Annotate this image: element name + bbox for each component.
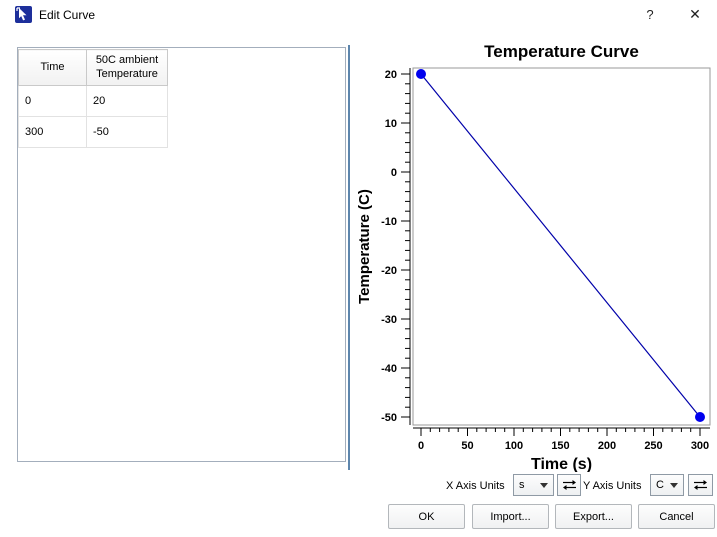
- ok-button[interactable]: OK: [388, 504, 465, 529]
- x-axis-units-value: s: [519, 479, 525, 491]
- y-axis-units-value: C: [656, 479, 664, 491]
- y-axis-swap-button[interactable]: [688, 474, 713, 496]
- curve-points-panel: Time 50C ambient Temperature 0 20 300 -5…: [17, 47, 346, 462]
- y-tick-label: 10: [385, 118, 397, 130]
- y-tick-label: -40: [381, 363, 397, 375]
- curve-line: [420, 73, 701, 418]
- y-tick-label: 20: [385, 69, 397, 81]
- x-axis-units-label: X Axis Units: [446, 480, 505, 492]
- column-header-temperature[interactable]: 50C ambient Temperature: [86, 49, 168, 86]
- data-point-1[interactable]: [695, 412, 705, 422]
- x-tick-label: 250: [644, 440, 662, 452]
- chevron-down-icon: [670, 482, 678, 488]
- curve-points-table: Time 50C ambient Temperature 0 20 300 -5…: [18, 49, 168, 148]
- y-axis-units-select[interactable]: C: [650, 474, 684, 496]
- y-tick-label: -50: [381, 412, 397, 424]
- x-tick-label: 300: [691, 440, 709, 452]
- cancel-button[interactable]: Cancel: [638, 504, 715, 529]
- x-axis-units-select[interactable]: s: [513, 474, 554, 496]
- window-title: Edit Curve: [39, 8, 96, 22]
- import-button[interactable]: Import...: [472, 504, 549, 529]
- close-button[interactable]: ✕: [689, 5, 701, 22]
- x-axis-label: Time (s): [531, 456, 592, 472]
- help-button[interactable]: ?: [646, 6, 654, 22]
- swap-arrows-icon: [694, 480, 707, 490]
- y-tick-label: 0: [391, 167, 397, 179]
- app-icon: [15, 6, 32, 23]
- y-axis-units-label: Y Axis Units: [583, 480, 642, 492]
- export-button[interactable]: Export...: [555, 504, 632, 529]
- x-tick-label: 150: [551, 440, 569, 452]
- y-tick-label: -30: [381, 314, 397, 326]
- table-row: 300 -50: [18, 116, 168, 148]
- y-axis-label: Temperature (C): [356, 189, 373, 304]
- chart-title: Temperature Curve: [484, 42, 639, 61]
- swap-arrows-icon: [562, 480, 576, 490]
- x-tick-label: 200: [598, 440, 616, 452]
- cell-temp-1[interactable]: -50: [86, 116, 168, 148]
- x-tick-label: 50: [461, 440, 473, 452]
- x-tick-label: 0: [418, 440, 424, 452]
- cell-time-1[interactable]: 300: [18, 116, 87, 148]
- x-tick-label: 100: [505, 440, 523, 452]
- cell-time-0[interactable]: 0: [18, 85, 87, 117]
- data-point-0[interactable]: [416, 69, 426, 79]
- x-axis-swap-button[interactable]: [557, 474, 581, 496]
- title-bar: Edit Curve ? ✕: [0, 0, 717, 30]
- panel-splitter[interactable]: [348, 45, 350, 470]
- y-tick-label: -10: [381, 216, 397, 228]
- temperature-chart: 20 10 0 -10 -20 -30 -40 -50 0 50 100 150 200 250 300 Te…: [355, 38, 717, 473]
- column-header-time[interactable]: Time: [18, 49, 87, 86]
- chevron-down-icon: [540, 482, 548, 488]
- cell-temp-0[interactable]: 20: [86, 85, 168, 117]
- table-row: 0 20: [18, 85, 168, 117]
- y-tick-label: -20: [381, 265, 397, 277]
